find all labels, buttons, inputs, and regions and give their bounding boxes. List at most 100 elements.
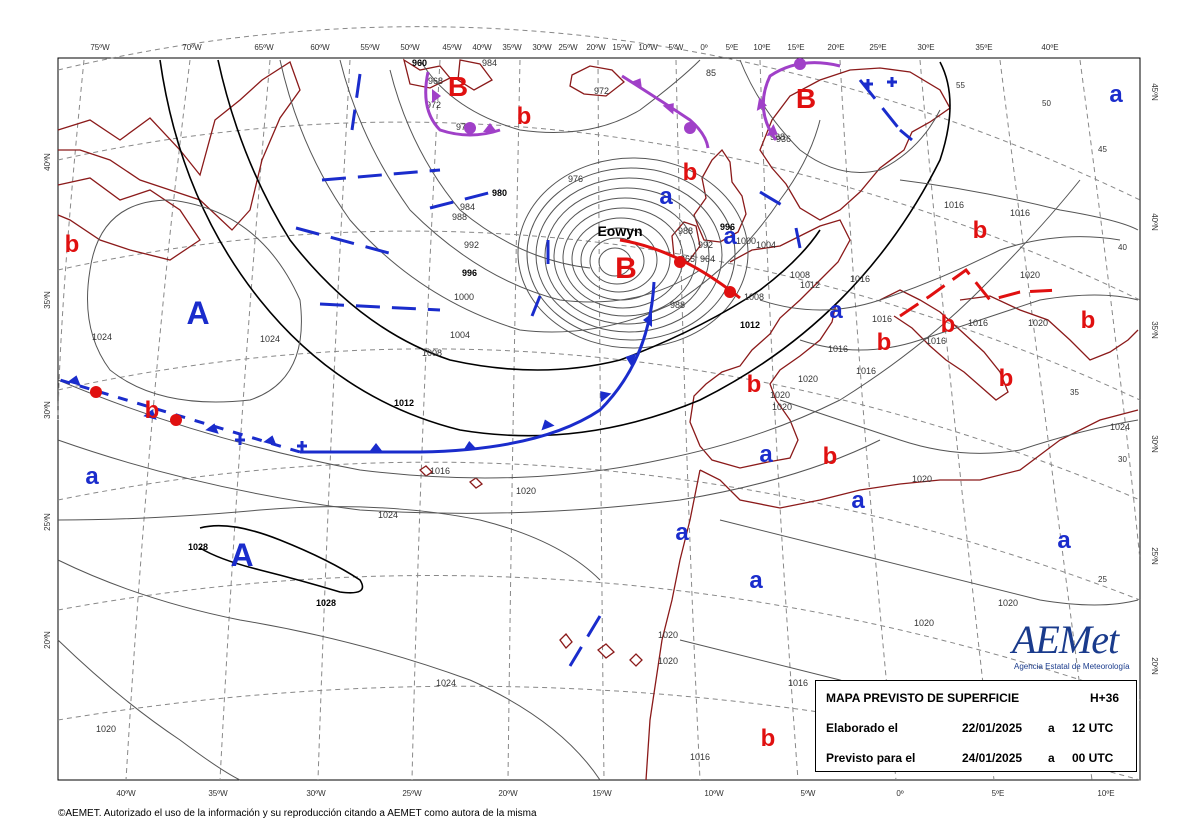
isobar-line (779, 399, 1139, 454)
isobar-line (759, 236, 1121, 311)
copyright-footer: ©AEMET. Autorizado el uso de la informac… (58, 808, 537, 819)
isobar-label: 1020 (770, 390, 790, 400)
parallel-line (57, 348, 1141, 501)
low-center: B (615, 252, 637, 285)
top-lon-label: 55ºW (360, 43, 380, 52)
occluded-front-semicircle (684, 122, 696, 134)
top-lon-label: 0º (700, 43, 707, 52)
isobar-label: 1020 (658, 656, 678, 666)
front-cross-marker (863, 79, 873, 89)
meridian-line (219, 59, 271, 781)
cold-front-triangle (67, 375, 81, 386)
map-title: MAPA PREVISTO DE SUPERFICIE (826, 691, 1020, 705)
meridian-line (57, 59, 85, 421)
bottom-lon-label: 15ºW (592, 789, 612, 798)
isobar-label: 988 (452, 212, 467, 222)
isobar-label: 988 (670, 300, 685, 310)
occluded-front-semicircle (794, 58, 806, 70)
isobar-line (57, 559, 601, 781)
cold-front-triangle (369, 443, 383, 452)
logo-word: AEMet (1012, 617, 1119, 662)
isobar-label: 976 (456, 122, 471, 132)
storm-name-label: Eowyn (597, 223, 642, 239)
meridian-line (317, 59, 351, 781)
cold-front-triangle (432, 89, 441, 103)
top-lon-label: 15ºW (612, 43, 632, 52)
relative-high: a (851, 487, 865, 514)
relative-high: a (659, 183, 673, 210)
made-time: 12 UTC (1072, 721, 1114, 735)
made-date: 22/01/2025 (962, 721, 1023, 735)
parallel-line (57, 461, 1141, 601)
top-lon-label: 30ºW (532, 43, 552, 52)
isobar-label: 988 (770, 132, 785, 142)
warm-front-semicircle (90, 386, 102, 398)
grid-inner-label: 45 (1098, 145, 1107, 154)
isobar-label: 1020 (658, 630, 678, 640)
isobar-ring (544, 187, 710, 325)
trough-line (530, 295, 542, 317)
bottom-lon-label: 40ºW (116, 789, 136, 798)
relative-low: b (1081, 307, 1096, 334)
isobar-label: 1020 (798, 374, 818, 384)
isobar-label: 1016 (430, 466, 450, 476)
isobar-line (57, 506, 601, 581)
low-center: B (448, 71, 468, 102)
isobar-ring (526, 167, 736, 341)
right-lat-label: 45ºN (1150, 83, 1159, 101)
coastline (699, 409, 1139, 509)
cold-front-triangle (629, 78, 643, 90)
isobar-label: 1004 (450, 330, 470, 340)
low-center: B (796, 83, 816, 114)
top-lon-label: 25ºW (558, 43, 578, 52)
isobar-ring (580, 227, 658, 293)
meridian-line (125, 59, 191, 781)
relative-high: a (1109, 81, 1123, 108)
warm-front-semicircle (724, 286, 736, 298)
cold-front-triangle (756, 97, 767, 111)
isobar-label: 1012 (800, 280, 820, 290)
isobar-label: 1012 (394, 398, 414, 408)
isobar-label: 1020 (96, 724, 116, 734)
top-lon-label: 10ºE (753, 43, 770, 52)
occluded-front-semicircle (464, 122, 476, 134)
isobar-label: 1016 (944, 200, 964, 210)
warm-front-semicircle (170, 414, 182, 426)
made-a: a (1048, 721, 1055, 735)
meridian-line (1079, 59, 1141, 561)
isobar-label: 988 (678, 226, 693, 236)
isobar-ring (553, 197, 697, 317)
coastline (759, 67, 951, 221)
isobar-line (199, 524, 364, 594)
cold-front-triangle (662, 103, 674, 115)
coastline (629, 653, 643, 667)
trough-line (321, 168, 441, 182)
bottom-lon-label: 5ºW (801, 789, 816, 798)
right-lat-label: 30ºN (1150, 435, 1159, 453)
parallel-line (57, 230, 1141, 401)
relative-low: b (941, 311, 956, 338)
isobar-label: 992 (698, 240, 713, 250)
top-lon-label: 35ºE (975, 43, 992, 52)
front-cross-marker (887, 77, 897, 87)
isobar-line (57, 439, 881, 514)
parallel-line (57, 121, 1141, 301)
relative-high: a (675, 519, 689, 546)
relative-high: a (1057, 527, 1071, 554)
relative-high: a (829, 297, 843, 324)
top-lon-label: 25ºE (869, 43, 886, 52)
right-lat-label: 25ºN (1150, 547, 1159, 565)
axis-labels: 75ºW 70ºW 65ºW 60ºW 55ºW 50ºW 45ºW 40ºW 35ºW 30ºW… (43, 43, 1159, 798)
isobar-label: 1024 (260, 334, 280, 344)
left-lat-label: 40ºN (43, 153, 52, 171)
trough-line (568, 615, 602, 667)
isobar-line (217, 59, 821, 371)
relative-high: a (723, 223, 737, 250)
relative-low: b (747, 371, 762, 398)
relative-high: a (749, 567, 763, 594)
isobar-label: 1020 (914, 618, 934, 628)
coastline (879, 289, 1009, 401)
isobar-label: 1000 (736, 236, 756, 246)
coastline (402, 58, 452, 89)
